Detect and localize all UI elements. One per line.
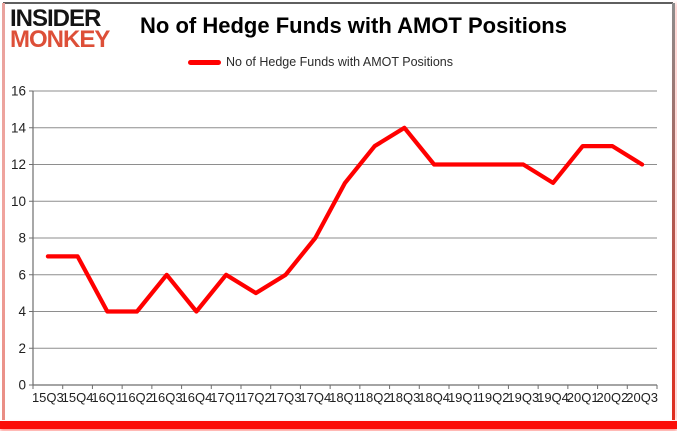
- x-tick-label: 19Q1: [448, 390, 480, 405]
- x-tick-label: 20Q2: [597, 390, 629, 405]
- x-tick-label: 20Q1: [567, 390, 599, 405]
- x-tick-label: 17Q1: [210, 390, 242, 405]
- y-tick-label: 14: [11, 120, 27, 135]
- frame-border-top: [3, 2, 673, 4]
- y-tick-label: 4: [18, 304, 26, 319]
- y-tick-label: 6: [18, 267, 26, 282]
- x-tick-label: 18Q1: [329, 390, 361, 405]
- y-tick-label: 8: [18, 231, 26, 246]
- x-tick-label: 19Q2: [478, 390, 510, 405]
- legend: No of Hedge Funds with AMOT Positions: [0, 55, 659, 69]
- x-tick-label: 19Q4: [537, 390, 569, 405]
- frame-border-right: [672, 3, 675, 420]
- x-tick-label: 20Q3: [626, 390, 658, 405]
- legend-line-swatch: [188, 59, 222, 65]
- x-tick-label: 19Q3: [507, 390, 539, 405]
- x-tick-label: 15Q3: [32, 390, 64, 405]
- y-tick-label: 0: [18, 378, 26, 393]
- y-tick-label: 2: [18, 341, 26, 356]
- y-tick-label: 12: [11, 157, 26, 172]
- x-tick-label: 17Q4: [299, 390, 331, 405]
- y-tick-label: 16: [11, 84, 26, 99]
- insider-monkey-logo: INSIDER MONKEY: [10, 5, 110, 53]
- legend-label: No of Hedge Funds with AMOT Positions: [226, 55, 453, 69]
- x-tick-label: 16Q2: [121, 390, 153, 405]
- x-tick-label: 15Q4: [62, 390, 94, 405]
- x-tick-label: 16Q1: [91, 390, 123, 405]
- frame-border-left: [2, 3, 5, 420]
- x-tick-label: 16Q3: [151, 390, 183, 405]
- x-tick-label: 18Q4: [418, 390, 450, 405]
- chart-title: No of Hedge Funds with AMOT Positions: [140, 13, 567, 38]
- x-tick-label: 17Q3: [270, 390, 302, 405]
- x-tick-label: 16Q4: [181, 390, 213, 405]
- series-line: [45, 125, 645, 314]
- y-tick-label: 10: [11, 194, 26, 209]
- x-tick-label: 17Q2: [240, 390, 272, 405]
- x-tick-label: 18Q3: [389, 390, 421, 405]
- logo-line-insider: INSIDER: [10, 5, 101, 32]
- frame-border-bottom: [0, 421, 677, 429]
- logo-line-monkey: MONKEY: [10, 26, 110, 53]
- x-tick-label: 18Q2: [359, 390, 391, 405]
